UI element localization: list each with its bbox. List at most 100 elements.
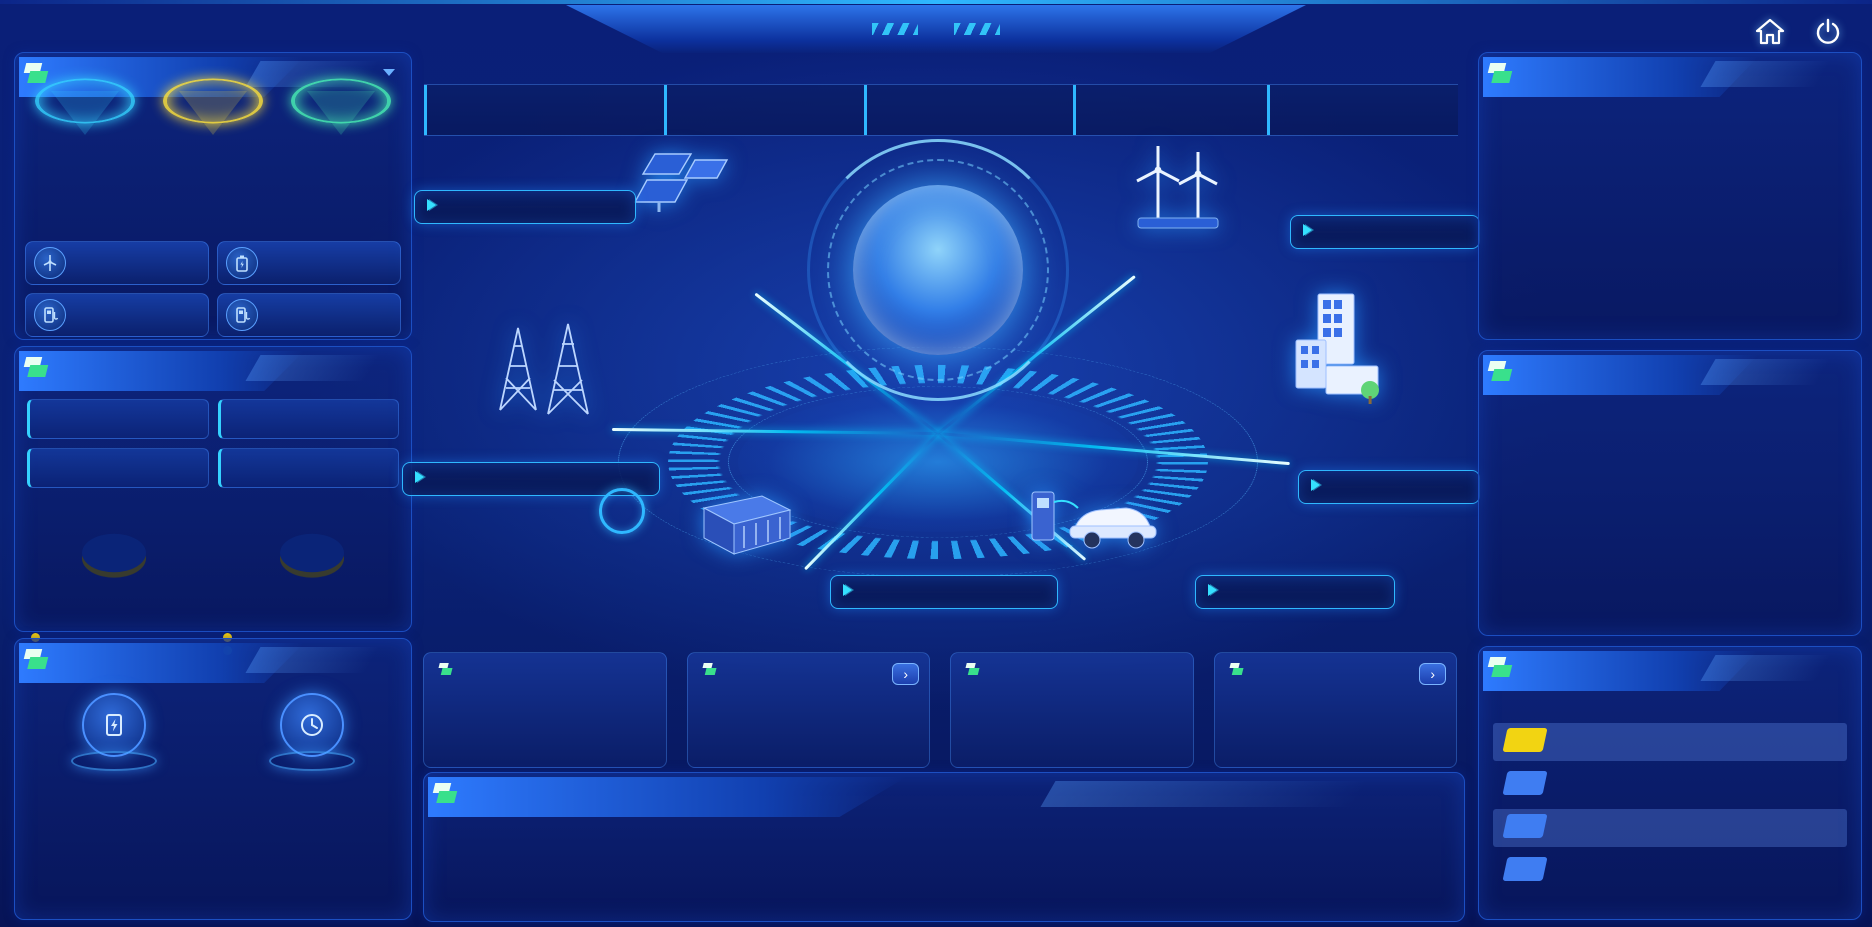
pedestal-ring xyxy=(71,751,157,771)
stat-coal xyxy=(205,865,221,881)
device-load xyxy=(1282,288,1392,411)
table-row[interactable] xyxy=(1493,808,1847,847)
stat-year-usage xyxy=(27,399,209,439)
cost-legend xyxy=(1793,407,1845,422)
device-pv xyxy=(629,150,733,219)
donut-year-chart xyxy=(237,497,387,589)
generation-icon xyxy=(82,693,146,757)
run-power-chart xyxy=(1485,129,1857,335)
device-wind xyxy=(1120,140,1230,231)
solar-panel-icon xyxy=(633,153,729,212)
device-charger xyxy=(1014,478,1164,551)
ev-charger-icon xyxy=(1031,491,1157,549)
panel-social-benefit xyxy=(14,638,412,920)
panel-energy-ranking xyxy=(1478,646,1862,920)
power-icon[interactable] xyxy=(1812,16,1844,48)
arrow-icon xyxy=(415,471,424,483)
pedestal-voltage xyxy=(25,103,145,157)
clock-icon xyxy=(280,693,344,757)
load-info-box xyxy=(1298,470,1480,504)
ranking-header xyxy=(1493,699,1847,718)
device-storage xyxy=(690,488,800,563)
demand-more-button[interactable]: › xyxy=(892,663,919,685)
kpi-income xyxy=(864,85,1073,135)
transformer-load-pct xyxy=(599,488,645,534)
pedestal-ring xyxy=(269,751,355,771)
kpi-saved-energy xyxy=(424,85,664,135)
home-icon[interactable] xyxy=(1754,16,1786,48)
card-storage-capacity xyxy=(217,241,401,285)
storage-container-icon xyxy=(702,495,792,555)
chevron-down-icon xyxy=(383,69,395,76)
table-row[interactable] xyxy=(1493,722,1847,761)
building-icon xyxy=(1295,293,1379,404)
card-dc-charger xyxy=(25,293,209,337)
legend-dot xyxy=(223,633,232,642)
rank-badge xyxy=(1502,727,1548,752)
cost-chart xyxy=(1485,425,1857,631)
pedestal-pv-capacity xyxy=(281,103,401,157)
arrow-icon xyxy=(843,584,852,596)
donut-month-chart xyxy=(39,497,189,589)
renewable-ratio-core xyxy=(807,139,1069,401)
table-row[interactable] xyxy=(1493,766,1847,804)
panel-run-power xyxy=(1478,52,1862,340)
panel-project-info xyxy=(14,52,412,340)
battery-icon xyxy=(226,247,258,279)
banner-deco-left-icon xyxy=(872,23,918,35)
panel-usage-analysis xyxy=(14,346,412,655)
arrow-icon xyxy=(1311,479,1320,491)
stat-day-usage xyxy=(27,448,209,488)
card-corner-icon xyxy=(436,663,455,677)
card-corner-icon xyxy=(1227,663,1246,677)
stat-month-usage xyxy=(217,399,399,439)
cost-more-button[interactable]: › xyxy=(1419,663,1446,685)
energy-flow-diagram xyxy=(402,139,1480,655)
social-hours xyxy=(227,693,397,777)
app-title-banner xyxy=(566,5,1306,53)
ranking-table xyxy=(1493,699,1847,890)
banner-deco-right-icon xyxy=(954,23,1000,35)
arrow-icon xyxy=(1208,584,1217,596)
charger-info-box xyxy=(1195,575,1395,609)
demand-chart xyxy=(430,825,1456,919)
card-cost-compare: › xyxy=(1213,652,1457,768)
transmission-tower-icon xyxy=(499,323,589,415)
social-generation xyxy=(29,693,199,777)
company-select[interactable] xyxy=(375,69,395,76)
card-peak-valley xyxy=(423,652,667,768)
stat-certs xyxy=(333,865,343,881)
dc-charger-icon xyxy=(34,299,66,331)
card-ac-charger xyxy=(217,293,401,337)
device-grid xyxy=(486,318,606,423)
rank-badge xyxy=(1502,770,1548,795)
transformer-gauge xyxy=(599,488,645,538)
card-demand-mgmt: › xyxy=(686,652,930,768)
wind-info-box xyxy=(1290,215,1480,249)
storage-info-box xyxy=(830,575,1058,609)
top-divider xyxy=(0,0,1872,4)
panel-demand-curve xyxy=(423,772,1465,922)
rank-badge xyxy=(1502,856,1548,881)
card-renewable-absorb xyxy=(950,652,1194,768)
panel-cost-compare xyxy=(1478,350,1862,636)
card-corner-icon xyxy=(963,663,982,677)
kpi-payback xyxy=(1072,85,1267,135)
wind-turbine-icon xyxy=(1136,146,1219,229)
arrow-icon xyxy=(1303,224,1312,236)
ac-charger-icon xyxy=(226,299,258,331)
arrow-icon xyxy=(427,199,436,211)
benefit-cards: › › xyxy=(423,652,1457,768)
card-corner-icon xyxy=(700,663,719,677)
legend-dot xyxy=(31,633,40,642)
card-wind-capacity xyxy=(25,241,209,285)
table-row[interactable] xyxy=(1493,852,1847,890)
kpi-bar xyxy=(424,84,1458,136)
pv-info-box xyxy=(414,190,636,224)
kpi-countdown xyxy=(1267,85,1458,135)
wind-turbine-icon xyxy=(34,247,66,279)
pedestal-transformer xyxy=(153,103,273,157)
rank-badge xyxy=(1502,813,1548,838)
kpi-run-days xyxy=(664,85,864,135)
